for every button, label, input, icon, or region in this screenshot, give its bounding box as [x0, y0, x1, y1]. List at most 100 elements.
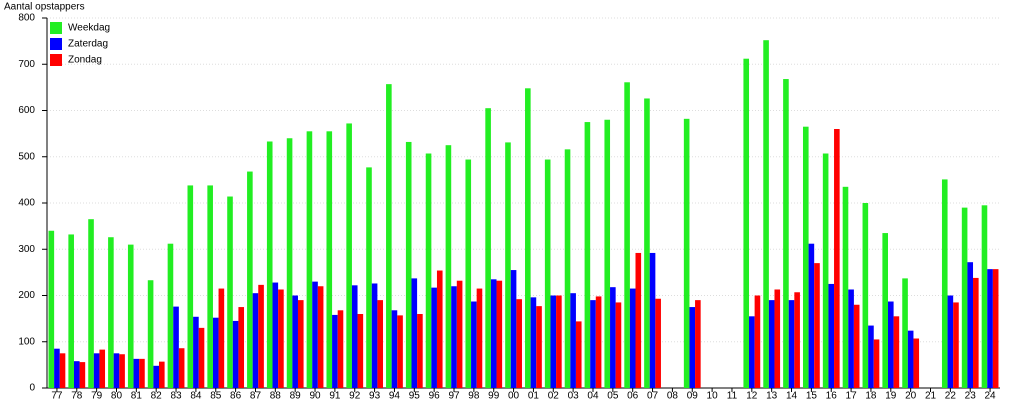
bar: [252, 293, 259, 388]
bar: [624, 82, 630, 388]
bar: [794, 292, 800, 388]
bar: [411, 278, 418, 388]
bar: [456, 280, 463, 388]
bar: [127, 244, 134, 388]
x-tick-label: 24: [985, 391, 997, 400]
bar: [326, 131, 333, 388]
bar: [153, 365, 159, 388]
bar: [848, 289, 854, 388]
bar: [247, 171, 253, 388]
bar: [346, 123, 352, 388]
y-tick-label: 400: [18, 198, 35, 209]
y-tick-label: 200: [18, 290, 35, 301]
bar: [902, 278, 908, 388]
x-tick-label: 88: [270, 391, 282, 400]
bar: [93, 353, 100, 388]
y-axis-label: Aantal opstappers: [4, 2, 85, 13]
bar: [783, 79, 789, 389]
bar: [147, 280, 154, 388]
x-tick-label: 80: [111, 391, 123, 400]
x-tick-label: 77: [51, 391, 63, 400]
bar: [351, 285, 358, 388]
bar: [436, 270, 443, 388]
x-tick-label: 83: [170, 391, 182, 400]
bar: [108, 237, 114, 388]
bar: [595, 296, 602, 388]
bar: [306, 131, 313, 388]
bar: [862, 203, 869, 388]
x-tick-label: 17: [846, 391, 858, 400]
bar: [590, 300, 596, 388]
bar: [575, 321, 582, 388]
x-tick-label: 23: [965, 391, 977, 400]
x-tick-label: 10: [707, 391, 719, 400]
bar: [615, 302, 622, 388]
bar: [743, 58, 750, 388]
bar: [471, 301, 477, 388]
x-tick-label: 12: [746, 391, 758, 400]
bar: [981, 205, 988, 388]
bar: [967, 262, 974, 388]
x-tick-label: 78: [71, 391, 83, 400]
bar: [425, 153, 432, 388]
bar: [635, 252, 642, 388]
bar: [59, 353, 66, 388]
bar: [814, 263, 820, 388]
bar: [337, 310, 344, 388]
x-tick-label: 02: [548, 391, 560, 400]
bar: [278, 289, 284, 388]
bar: [391, 310, 398, 388]
bar: [550, 295, 557, 388]
bar: [953, 302, 959, 388]
bar: [754, 295, 761, 388]
x-tick-label: 85: [210, 391, 222, 400]
bar: [544, 159, 551, 388]
bar: [649, 252, 656, 388]
bar: [913, 338, 920, 388]
x-tick-label: 94: [389, 391, 401, 400]
bar: [536, 306, 542, 388]
bar: [476, 288, 483, 388]
legend-swatch: [50, 22, 62, 34]
bar: [749, 316, 755, 388]
x-tick-label: 00: [508, 391, 520, 400]
x-tick-label: 79: [91, 391, 103, 400]
bar: [584, 122, 591, 388]
bar: [655, 298, 661, 388]
bar: [386, 84, 392, 388]
bar: [68, 234, 74, 388]
bar: [828, 283, 835, 388]
bar: [873, 339, 880, 388]
bar: [178, 348, 185, 388]
bar: [570, 293, 576, 388]
x-tick-label: 84: [190, 391, 202, 400]
bar: [227, 196, 233, 388]
bar: [774, 289, 781, 388]
bar: [834, 129, 840, 388]
bar: [232, 320, 239, 388]
bar: [73, 361, 80, 388]
bar: [445, 145, 452, 388]
x-tick-label: 04: [587, 391, 599, 400]
bar: [297, 300, 304, 388]
x-tick-label: 01: [528, 391, 540, 400]
x-tick-label: 92: [349, 391, 361, 400]
bar: [218, 288, 225, 388]
x-tick-label: 19: [885, 391, 897, 400]
y-tick-label: 500: [18, 151, 35, 162]
bar: [238, 307, 245, 388]
x-tick-label: 86: [230, 391, 242, 400]
bar: [133, 358, 140, 388]
legend-label: Weekdag: [68, 23, 110, 34]
bar: [48, 230, 55, 388]
legend-swatch: [50, 38, 62, 50]
y-tick-label: 800: [18, 13, 35, 24]
x-tick-label: 95: [409, 391, 421, 400]
bar: [768, 300, 775, 388]
bar: [266, 141, 273, 388]
bar: [689, 307, 696, 388]
bar: [822, 153, 829, 388]
bar: [763, 40, 769, 388]
bar: [629, 288, 636, 388]
y-tick-label: 600: [18, 105, 35, 116]
